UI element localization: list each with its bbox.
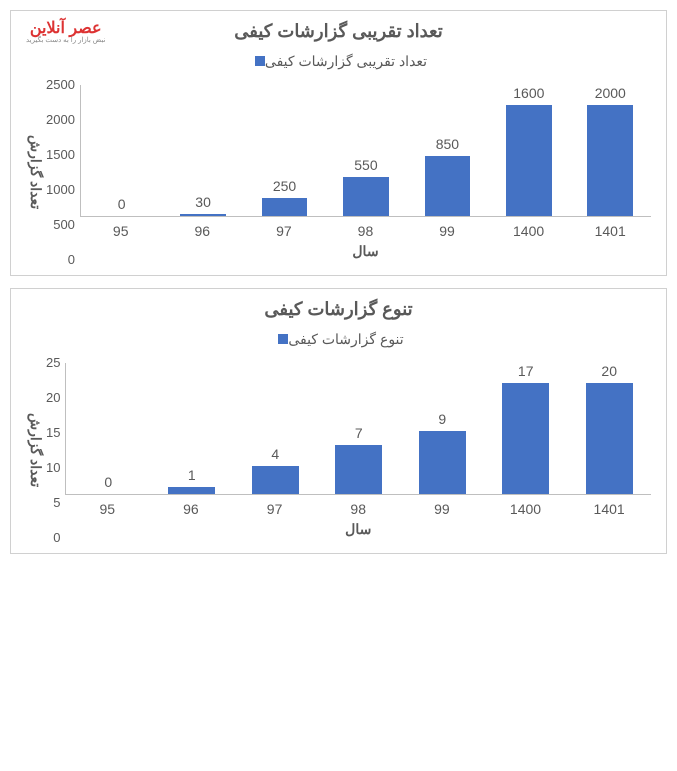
x-tick-label: 1400 (488, 223, 570, 239)
bar-value-label: 0 (104, 474, 112, 490)
bar-slot: 17 (484, 363, 568, 494)
x-tick-label: 98 (316, 501, 400, 517)
bar (252, 466, 299, 494)
bar-slot: 4 (233, 363, 317, 494)
bar (506, 105, 552, 216)
legend-swatch (255, 56, 265, 66)
bar-slot: 1600 (488, 85, 569, 216)
bar-value-label: 4 (271, 446, 279, 462)
bar (586, 383, 633, 494)
bar-slot: 7 (317, 363, 401, 494)
bar (180, 214, 226, 216)
chart-title: تعداد تقریبی گزارشات کیفی (26, 21, 651, 42)
bar (262, 198, 308, 216)
bar-slot: 9 (400, 363, 484, 494)
bar-value-label: 2000 (595, 85, 626, 101)
x-tick-label: 96 (149, 501, 233, 517)
bar-value-label: 0 (118, 196, 126, 212)
x-tick-label: 95 (80, 223, 162, 239)
bar-slot: 30 (162, 85, 243, 216)
x-tick-label: 99 (400, 501, 484, 517)
bar-value-label: 850 (436, 136, 459, 152)
y-axis-title: تعداد گزارش (26, 85, 46, 260)
watermark-sub: نبض بازار را به دست بگیرید (26, 37, 105, 44)
bar (168, 487, 215, 494)
bar-value-label: 17 (518, 363, 534, 379)
y-axis-labels: 2520151050 (46, 363, 65, 538)
bar (419, 431, 466, 494)
chart-legend: تعداد تقریبی گزارشات کیفی (26, 52, 651, 70)
y-axis-title: تعداد گزارش (26, 363, 46, 538)
legend-swatch (278, 334, 288, 344)
plot-wrap: 0 1 4 7 9 17 20 959697989914001401 سال (65, 363, 651, 538)
bar (502, 383, 549, 494)
x-tick-label: 95 (65, 501, 149, 517)
bar-value-label: 9 (438, 411, 446, 427)
bar-slot: 0 (66, 363, 150, 494)
bar-value-label: 1600 (513, 85, 544, 101)
bar (343, 177, 389, 216)
bar (335, 445, 382, 494)
bar-slot: 2000 (570, 85, 651, 216)
chart-title: تنوع گزارشات کیفی (26, 299, 651, 320)
bar-value-label: 30 (195, 194, 211, 210)
x-axis-labels: 959697989914001401 (80, 223, 651, 239)
x-tick-label: 97 (243, 223, 325, 239)
bar-slot: 250 (244, 85, 325, 216)
bar (425, 156, 471, 216)
bar-value-label: 1 (188, 467, 196, 483)
plot-area: 0 1 4 7 9 17 20 (65, 363, 651, 495)
bar-slot: 0 (81, 85, 162, 216)
x-tick-label: 1401 (567, 501, 651, 517)
watermark-main: عصر آنلاین (26, 21, 105, 37)
x-tick-label: 96 (162, 223, 244, 239)
bar-value-label: 250 (273, 178, 296, 194)
x-tick-label: 97 (233, 501, 317, 517)
bar-value-label: 7 (355, 425, 363, 441)
chart-body: تعداد گزارش2520151050 0 1 4 7 9 17 20 9596979899… (26, 363, 651, 538)
bars-container: 0 1 4 7 9 17 20 (66, 363, 651, 494)
legend-label: تعداد تقریبی گزارشات کیفی (265, 53, 427, 69)
bar-slot: 550 (325, 85, 406, 216)
bar-value-label: 550 (354, 157, 377, 173)
x-tick-label: 99 (406, 223, 488, 239)
plot-area: 0 30 250 550 850 1600 2000 (80, 85, 651, 217)
x-tick-label: 1401 (569, 223, 651, 239)
x-axis-title: سال (65, 521, 651, 538)
bar-slot: 850 (407, 85, 488, 216)
bar (587, 105, 633, 216)
chart-body: تعداد گزارش25002000150010005000 0 30 250 550… (26, 85, 651, 260)
chart-legend: تنوع گزارشات کیفی (26, 330, 651, 348)
bar-slot: 1 (150, 363, 234, 494)
bar-slot: 20 (567, 363, 651, 494)
bars-container: 0 30 250 550 850 1600 2000 (81, 85, 651, 216)
chart-panel: عصر آنلایننبض بازار را به دست بگیریدتعدا… (10, 10, 667, 276)
x-tick-label: 1400 (484, 501, 568, 517)
bar-value-label: 20 (601, 363, 617, 379)
plot-wrap: 0 30 250 550 850 1600 2000 959697989914001401 سا… (80, 85, 651, 260)
watermark: عصر آنلایننبض بازار را به دست بگیرید (26, 21, 105, 44)
x-axis-labels: 959697989914001401 (65, 501, 651, 517)
chart-panel: تنوع گزارشات کیفی تنوع گزارشات کیفی تعداد … (10, 288, 667, 554)
x-tick-label: 98 (325, 223, 407, 239)
legend-label: تنوع گزارشات کیفی (288, 331, 403, 347)
x-axis-title: سال (80, 243, 651, 260)
y-axis-labels: 25002000150010005000 (46, 85, 80, 260)
